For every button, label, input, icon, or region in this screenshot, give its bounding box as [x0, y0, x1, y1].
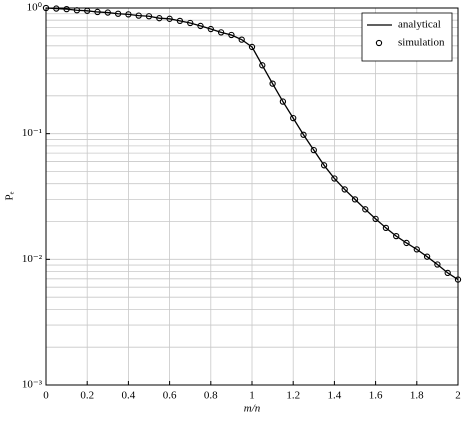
- y-tick-label: 10⁻²: [22, 253, 43, 265]
- marker: [351, 196, 359, 203]
- marker: [135, 12, 142, 19]
- legend-label: simulation: [398, 37, 445, 49]
- marker: [269, 80, 276, 87]
- marker: [125, 11, 132, 18]
- marker: [248, 43, 256, 51]
- marker: [42, 4, 50, 12]
- legend-box: [361, 12, 453, 62]
- x-axis-label: m/n: [244, 403, 261, 415]
- y-axis-label: Pₑ: [4, 191, 16, 200]
- marker: [300, 131, 307, 138]
- marker: [372, 215, 379, 222]
- marker: [331, 175, 338, 182]
- x-tick-label: 0.6: [163, 390, 177, 402]
- marker: [63, 5, 70, 13]
- marker: [197, 22, 204, 30]
- line: [45, 7, 459, 281]
- marker: [413, 246, 420, 253]
- x-tick-label: 1: [249, 390, 255, 402]
- marker: [382, 224, 390, 232]
- x-tick-label: 0.8: [204, 390, 218, 402]
- marker: [145, 13, 153, 20]
- x-tick-label: 0.2: [80, 390, 94, 402]
- y-tick-label: 10⁻³: [22, 379, 43, 391]
- marker: [259, 62, 266, 69]
- y-tick-label: 10⁻¹: [22, 127, 42, 139]
- x-tick-label: 1.6: [369, 390, 383, 402]
- marker: [73, 7, 81, 14]
- marker: [114, 10, 122, 17]
- marker: [187, 19, 194, 27]
- marker: [228, 31, 235, 39]
- marker: [362, 206, 369, 213]
- marker: [166, 15, 173, 22]
- marker: [176, 17, 184, 25]
- marker: [290, 114, 297, 122]
- marker: [403, 239, 410, 247]
- marker: [279, 98, 287, 105]
- marker: [207, 25, 214, 33]
- marker: [320, 162, 328, 169]
- marker: [84, 7, 91, 14]
- x-tick-label: 1.2: [286, 390, 300, 402]
- marker: [434, 261, 441, 268]
- x-tick-label: 1.8: [410, 390, 424, 402]
- marker: [310, 146, 317, 154]
- x-tick-label: 0.4: [122, 390, 136, 402]
- marker: [454, 276, 462, 283]
- plot-frame: [45, 7, 459, 386]
- marker: [217, 29, 225, 36]
- x-tick-label: 2: [455, 390, 461, 402]
- marker: [238, 36, 245, 43]
- marker: [393, 232, 400, 240]
- legend-marker: [375, 39, 383, 47]
- legend-label: analytical: [398, 19, 441, 31]
- marker: [53, 5, 60, 12]
- x-tick-label: 0: [43, 390, 49, 402]
- marker: [156, 15, 163, 22]
- marker: [94, 8, 101, 16]
- marker: [444, 269, 451, 277]
- x-tick-label: 1.4: [328, 390, 342, 402]
- marker: [423, 253, 431, 260]
- marker: [104, 9, 111, 16]
- marker: [341, 186, 348, 193]
- y-tick-label: 10⁰: [27, 2, 43, 14]
